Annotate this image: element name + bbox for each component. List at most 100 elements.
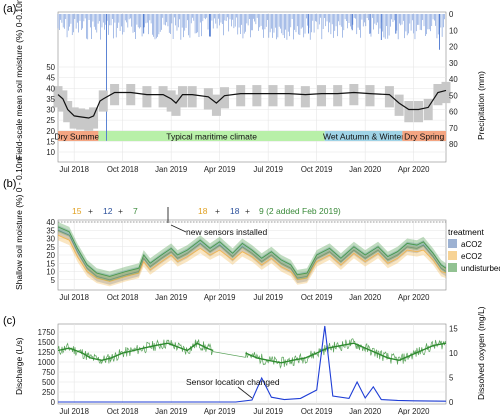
panel-a-mean-line (57, 89, 447, 119)
x-tick-label: Oct 2018 (107, 165, 139, 174)
panel-a-label: (a) (3, 3, 16, 15)
y-tick-label: 50 (46, 63, 55, 72)
y2-tick-label: 0 (449, 398, 454, 407)
x-tick-label: Jan 2020 (349, 165, 382, 174)
panel-c-label: (c) (3, 315, 16, 327)
x-tick-label: Jul 2019 (253, 165, 282, 174)
y-tick-label: 40 (46, 218, 55, 227)
count-undisturbed-after: 9 (2 added Feb 2019) (259, 206, 341, 216)
y2-tick-label: 70 (449, 124, 458, 133)
y-tick-label: 0 (51, 398, 56, 407)
count-eco2-after: 18 (230, 206, 240, 216)
panel-b-ylabel: Shallow soil moisture (%) 0 - 0.10m (14, 156, 24, 290)
oxygen-noise (57, 338, 447, 369)
y-tick-label: 20 (46, 127, 55, 136)
y-tick-label: 1250 (38, 348, 56, 357)
x-tick-label: Oct 2019 (301, 407, 333, 415)
y-tick-label: 25 (46, 243, 55, 252)
x-tick-label: Jan 2020 (349, 407, 382, 415)
y2-tick-label: 10 (449, 26, 458, 35)
x-tick-label: Jan 2020 (349, 293, 382, 302)
panel-b-legend: treatment aCO2 eCO2 undisturbed (448, 227, 500, 273)
x-tick-label: Apr 2020 (398, 165, 430, 174)
period-band (402, 131, 446, 141)
panel-b-label: (b) (3, 178, 16, 190)
sensor-counts-after: 18 + 18 + 9 (2 added Feb 2019) (198, 206, 341, 216)
legend-title: treatment (448, 227, 485, 237)
panel-a-ylabel: Field-scale mean soil moisture (%) 0-0.1… (14, 0, 24, 160)
x-tick-label: Oct 2019 (301, 165, 333, 174)
x-tick-label: Jul 2019 (253, 407, 282, 415)
x-tick-label: Jan 2019 (155, 407, 187, 415)
period-band (58, 131, 99, 141)
panel-a-range-band (53, 81, 451, 131)
x-tick-label: Oct 2019 (301, 293, 333, 302)
mean-moisture-line (57, 89, 447, 119)
y-tick-label: 250 (42, 388, 56, 397)
panel-b-x-ticks: Jul 2018 Oct 2018 Jan 2019 Apr 2019 Jul 2019… (59, 293, 430, 302)
y2-tick-label: 15 (449, 324, 458, 333)
y-tick-label: 10 (46, 148, 55, 157)
panel-a: Dry Summer Typical maritime climate Wet Au… (14, 0, 486, 174)
y-tick-label: 30 (46, 106, 55, 115)
series-band (58, 230, 446, 287)
period-label: Wet Autumn & Winter (323, 132, 404, 142)
panel-b-series (57, 222, 447, 287)
location-annotation: Sensor location changed (186, 377, 280, 387)
legend-swatch-aco2 (448, 239, 457, 248)
y-tick-label: 15 (46, 259, 55, 268)
count-aco2-before: 15 (72, 206, 82, 216)
legend-swatch-eco2 (448, 251, 457, 260)
panel-c-series (57, 325, 447, 403)
panel-c-grid (58, 324, 446, 404)
sensor-annotation: new sensors installed (186, 227, 268, 237)
y-tick-label: 45 (46, 74, 55, 83)
y-tick-label: 20 (46, 251, 55, 260)
y-tick-label: 1000 (38, 358, 56, 367)
legend-swatch-undisturbed (448, 263, 457, 272)
count-undisturbed-before: 7 (133, 206, 138, 216)
period-band (98, 131, 325, 141)
y-tick-label: 750 (42, 368, 56, 377)
count-eco2-before: 12 (103, 206, 113, 216)
x-tick-label: Oct 2018 (107, 293, 139, 302)
period-label: Dry Summer (54, 132, 102, 142)
x-tick-label: Oct 2018 (107, 407, 139, 415)
y-tick-label: 5 (51, 276, 56, 285)
panel-c-ylabel: Discharge (L/s) (14, 337, 24, 395)
x-tick-label: Jul 2018 (59, 165, 88, 174)
period-label: Dry Spring (404, 132, 444, 142)
y-tick-label: 10 (46, 268, 55, 277)
legend-label-eco2: eCO2 (461, 252, 482, 261)
x-tick-label: Apr 2020 (398, 293, 430, 302)
y2-tick-label: 50 (449, 91, 458, 100)
x-tick-label: Jan 2019 (155, 293, 187, 302)
series-band (58, 222, 446, 282)
panel-a-ylabel-right: Precipitation (mm) (476, 71, 486, 140)
panel-a-x-ticks: Jul 2018 Oct 2018 Jan 2019 Apr 2019 Jul 2019… (59, 165, 430, 174)
period-band (324, 131, 403, 141)
legend-label-aco2: aCO2 (461, 240, 482, 249)
y2-tick-label: 30 (449, 59, 458, 68)
x-tick-label: Jul 2019 (253, 293, 282, 302)
y2-tick-label: 20 (449, 43, 458, 52)
series-line (57, 234, 447, 282)
period-label: Typical maritime climate (166, 132, 257, 142)
count-plus-1: + (88, 206, 93, 216)
y-tick-label: 1750 (38, 328, 56, 337)
count-plus-4: + (245, 206, 250, 216)
y-tick-label: 35 (46, 226, 55, 235)
y-tick-label: 1500 (38, 338, 56, 347)
y-tick-label: 500 (42, 378, 56, 387)
x-tick-label: Jan 2019 (155, 165, 187, 174)
y2-tick-label: 0 (449, 10, 454, 19)
x-tick-label: Apr 2019 (204, 293, 236, 302)
y-tick-label: 35 (46, 95, 55, 104)
panel-a-y2-ticks: 0 10 20 30 40 50 60 70 80 (449, 10, 458, 149)
series-line (57, 226, 447, 277)
count-aco2-after: 18 (198, 206, 208, 216)
